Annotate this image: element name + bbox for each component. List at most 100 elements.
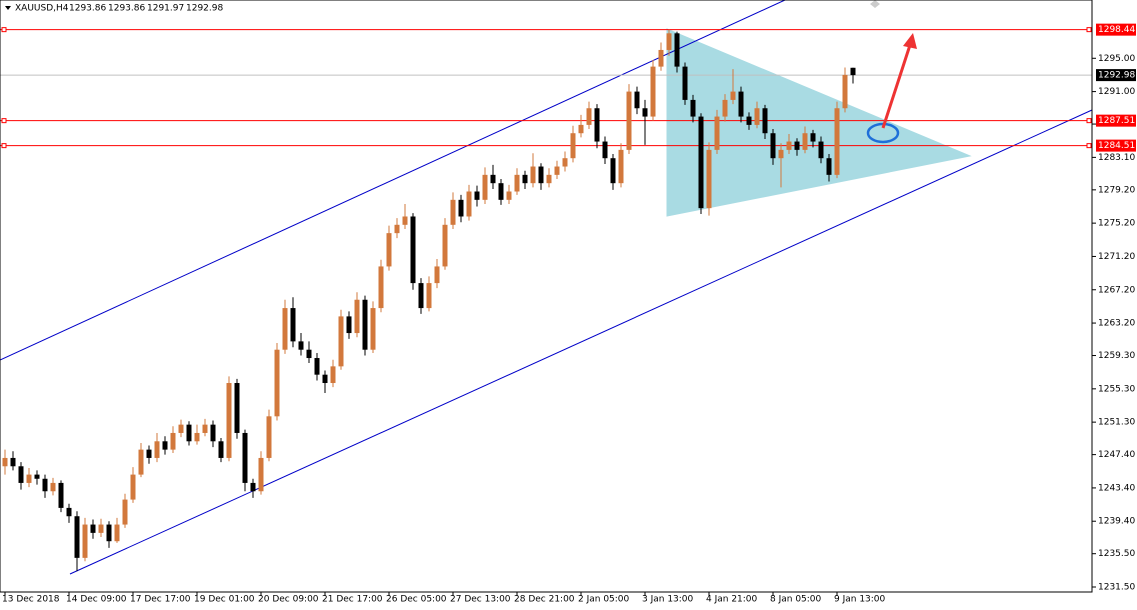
- title-ohlc: 1293.86: [108, 4, 145, 14]
- x-tick-label: 14 Dec 09:00: [66, 595, 127, 605]
- y-tick-label: 1231.50: [1098, 583, 1135, 593]
- price-label: 1292.98: [1098, 71, 1135, 81]
- candle-body: [738, 91, 744, 117]
- candle-body: [650, 66, 656, 117]
- candle-body: [730, 91, 736, 100]
- candle-body: [66, 507, 72, 517]
- candle-body: [138, 449, 144, 475]
- candle-body: [210, 424, 216, 442]
- candle-body: [674, 33, 680, 67]
- candle-body: [578, 124, 584, 134]
- level-label-bg: [1096, 23, 1136, 36]
- candle-body: [386, 233, 392, 267]
- candles: [2, 29, 856, 572]
- candle-body: [186, 424, 192, 442]
- candle-body: [418, 283, 424, 309]
- candle-body: [154, 441, 160, 458]
- candle-body: [802, 133, 808, 150]
- candle-body: [362, 299, 368, 350]
- candle-body: [410, 216, 416, 284]
- level-handle: [1, 118, 7, 124]
- candle-body: [810, 133, 816, 142]
- y-tick-label: 1251.30: [1098, 418, 1135, 428]
- candle-body: [514, 174, 520, 192]
- candle-body: [338, 316, 344, 367]
- candle-body: [58, 482, 64, 508]
- candle-body: [330, 366, 336, 384]
- candle-body: [610, 158, 616, 184]
- candle-body: [426, 283, 432, 309]
- candle-body: [378, 266, 384, 309]
- level-handle: [1086, 118, 1092, 124]
- y-tick-label: 1279.20: [1098, 185, 1135, 195]
- candle-body: [194, 432, 200, 442]
- candle-body: [82, 524, 88, 558]
- candle-body: [226, 383, 232, 458]
- candle-body: [594, 108, 600, 142]
- candle-body: [10, 457, 16, 467]
- level-handle: [1, 27, 7, 33]
- candle-body: [658, 49, 664, 67]
- candle-body: [762, 108, 768, 134]
- candle-body: [42, 478, 48, 492]
- candle-body: [170, 432, 176, 450]
- y-tick-label: 1275.20: [1098, 219, 1135, 229]
- x-tick-label: 28 Dec 21:00: [514, 595, 575, 605]
- candle-body: [458, 199, 464, 217]
- price-label-bg: [1096, 69, 1136, 82]
- candle-body: [706, 149, 712, 209]
- candle-body: [234, 383, 240, 433]
- candle-body: [618, 149, 624, 184]
- x-tick-label: 3 Jan 13:00: [642, 595, 694, 605]
- candle-body: [698, 116, 704, 209]
- y-tick-label: 1247.40: [1098, 450, 1135, 460]
- candle-body: [394, 224, 400, 234]
- level-label: 1284.51: [1098, 141, 1135, 151]
- candle-body: [34, 474, 40, 479]
- symbol: XAUUSD,H4: [15, 4, 69, 14]
- triangle-pattern: [666, 28, 972, 217]
- x-tick-label: 13 Dec 2018: [2, 595, 60, 605]
- x-tick-label: 8 Jan 05:00: [770, 595, 822, 605]
- candle-body: [786, 141, 792, 150]
- level-handle: [1, 143, 7, 149]
- y-tick-label: 1255.30: [1098, 384, 1135, 394]
- candle-body: [842, 74, 848, 109]
- candle-body: [258, 457, 264, 492]
- candle-body: [282, 308, 288, 350]
- candle-body: [834, 108, 840, 175]
- candle-body: [586, 108, 592, 125]
- candle-body: [18, 466, 24, 483]
- candle-body: [242, 432, 248, 483]
- level-handle: [1086, 143, 1092, 149]
- candle-body: [570, 133, 576, 159]
- candle-body: [434, 266, 440, 284]
- candle-body: [162, 441, 168, 450]
- channel-upper: [0, 0, 786, 361]
- candle-body: [794, 141, 800, 150]
- candle-body: [290, 308, 296, 342]
- candle-body: [98, 524, 104, 533]
- candle-body: [146, 449, 152, 458]
- candle-body: [634, 91, 640, 109]
- y-tick-label: 1291.00: [1098, 87, 1135, 97]
- candle-body: [666, 33, 672, 50]
- y-tick-label: 1271.20: [1098, 252, 1135, 262]
- candle-body: [778, 149, 784, 159]
- candle-body: [274, 349, 280, 417]
- candle-body: [130, 474, 136, 500]
- candle-body: [482, 174, 488, 200]
- level-label: 1287.51: [1098, 116, 1135, 126]
- y-tick-label: 1259.30: [1098, 351, 1135, 361]
- candle-body: [626, 91, 632, 150]
- level-label-bg: [1096, 139, 1136, 152]
- level-label-bg: [1096, 114, 1136, 127]
- candle-body: [322, 374, 328, 384]
- candle-body: [474, 191, 480, 200]
- candle-body: [370, 308, 376, 350]
- candle-body: [642, 108, 648, 117]
- title-ohlc: 1292.98: [186, 4, 223, 14]
- x-tick-label: 19 Dec 01:00: [194, 595, 255, 605]
